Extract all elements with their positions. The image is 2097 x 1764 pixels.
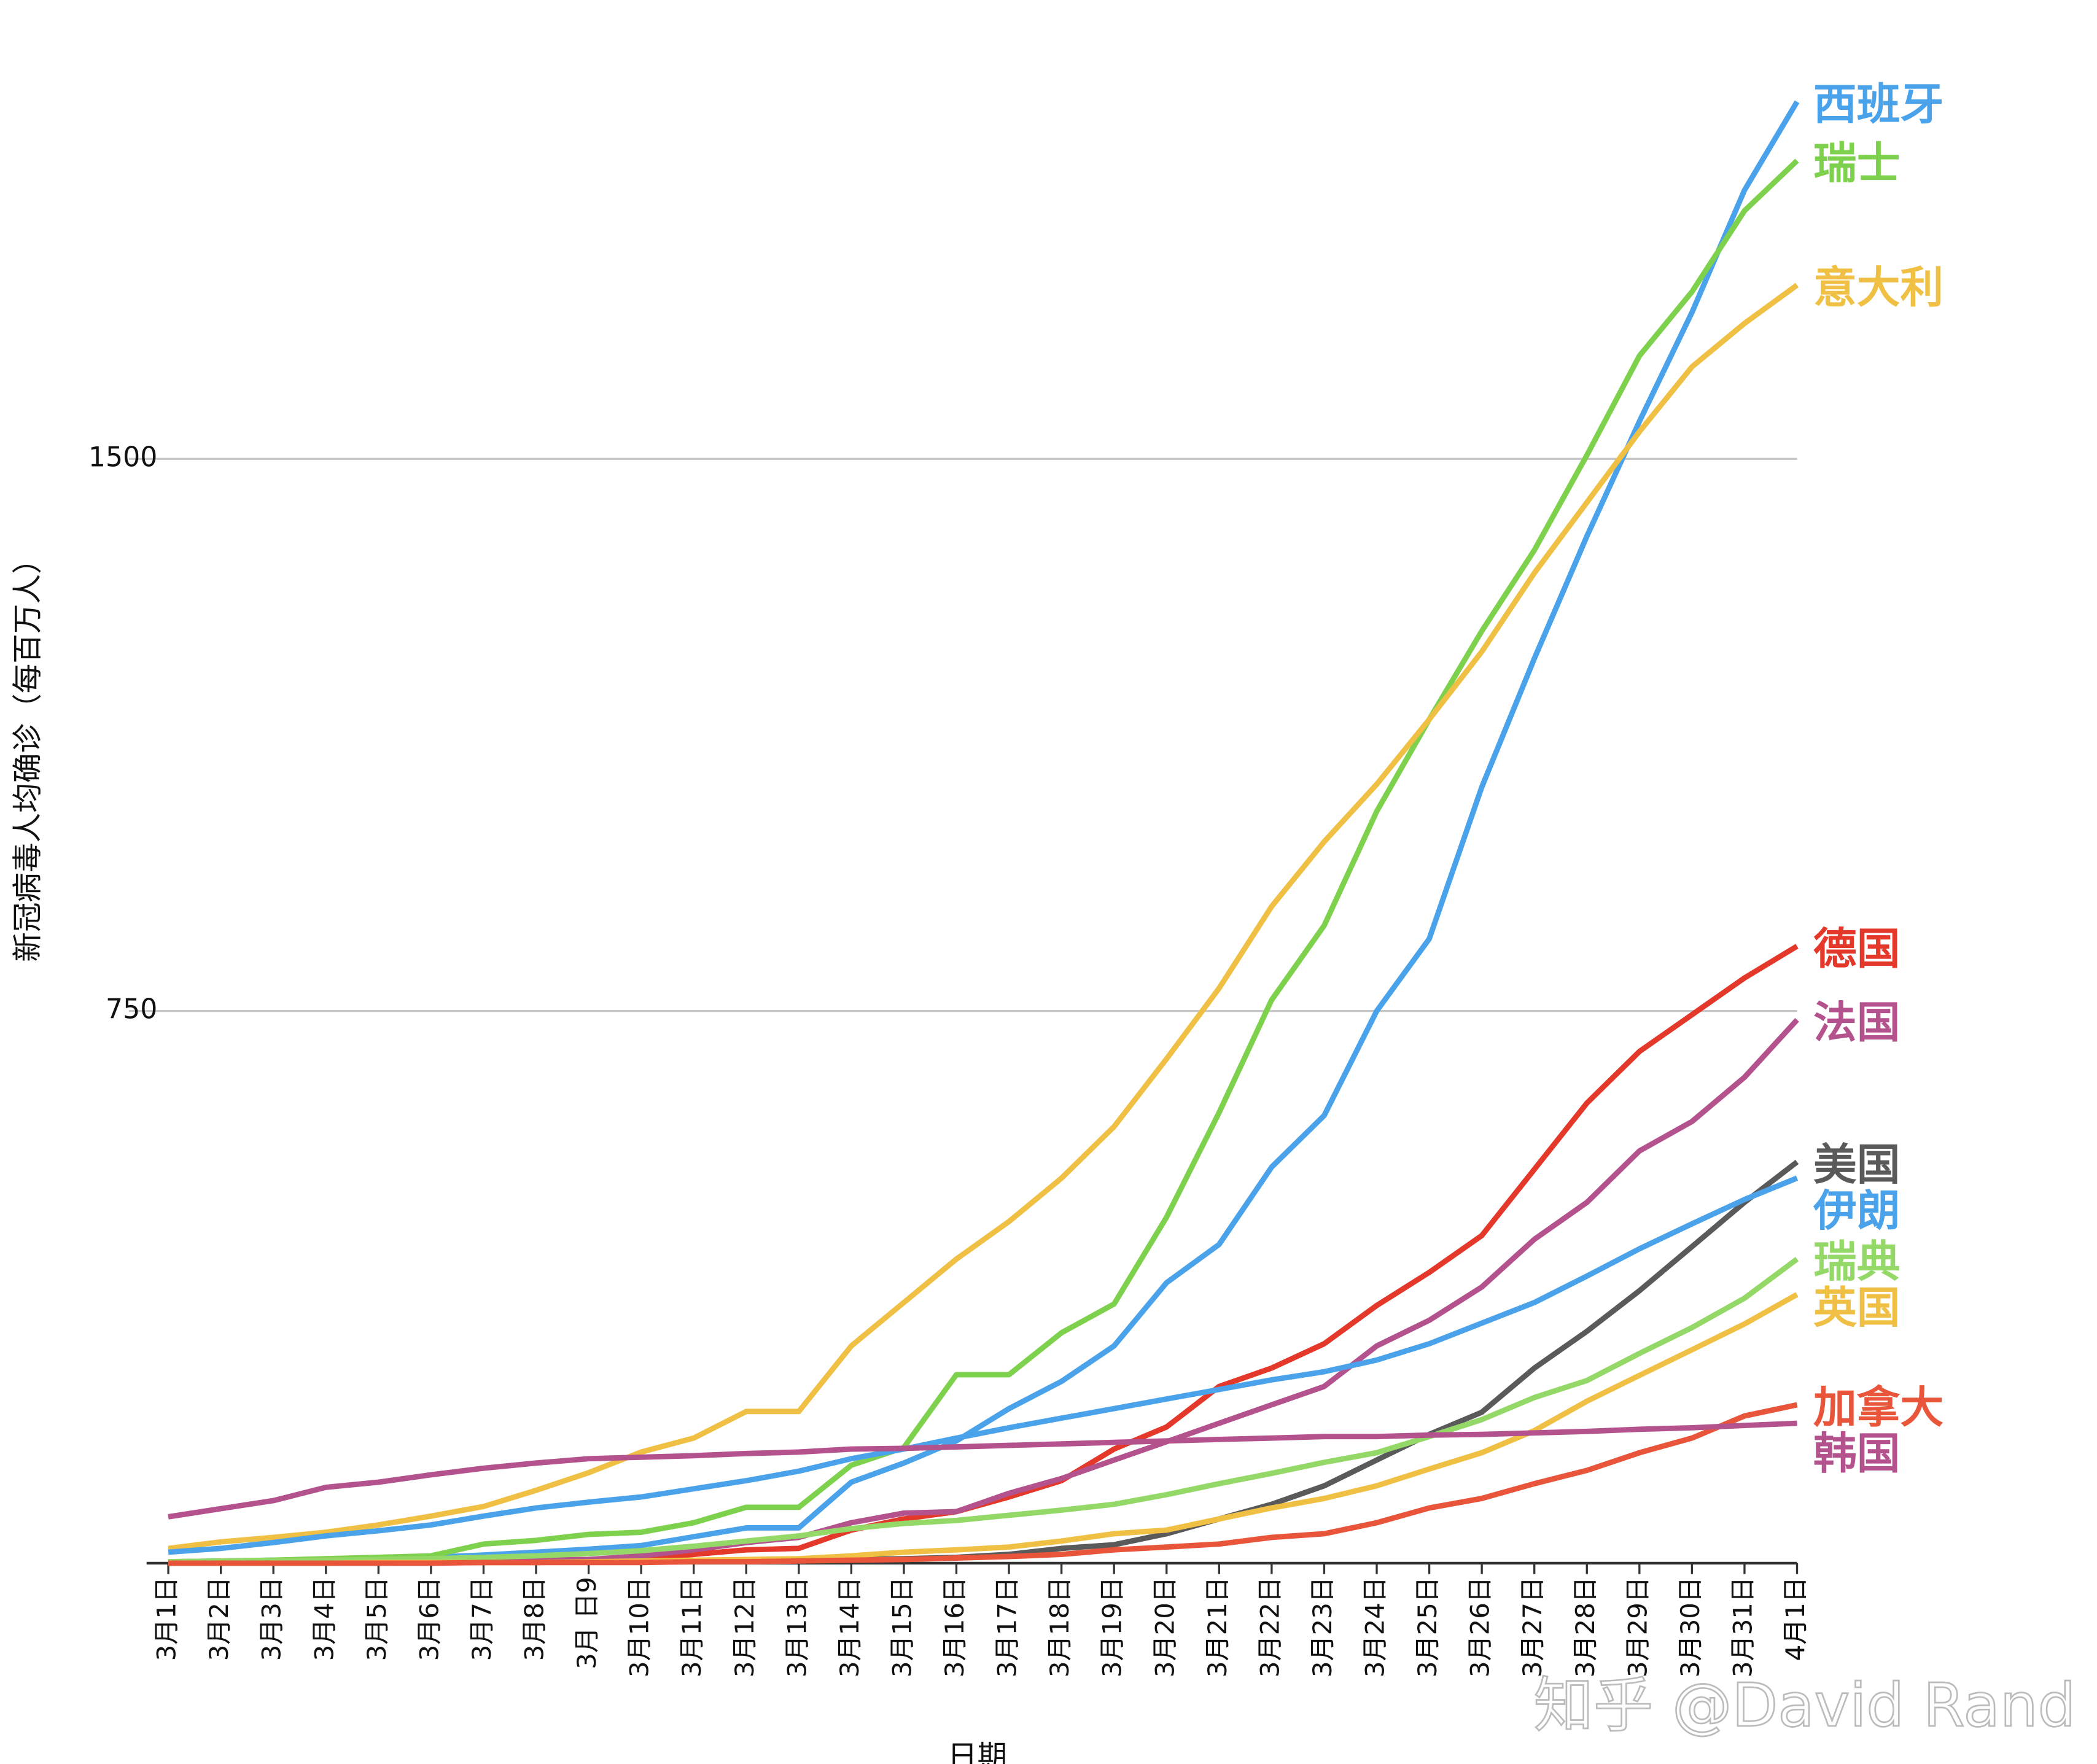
x-tick-label: 3月20日 [1150,1577,1180,1677]
x-tick-label: 3月27日 [1517,1577,1547,1677]
y-axis-label: 新冠病毒人均确诊（每百万人） [11,544,45,962]
series-line [168,282,1799,1552]
x-tick-label: 3月26日 [1465,1577,1495,1677]
x-tick-label: 3月 日9 [572,1577,602,1669]
series-label: 德国 [1813,923,1900,974]
x-tick-label: 3月1日 [152,1577,182,1661]
x-tick-label: 3月25日 [1412,1577,1442,1677]
x-tick-label: 3月13日 [782,1577,812,1677]
series-label: 英国 [1813,1282,1900,1333]
series-line [168,1402,1798,1566]
watermark: 知乎 @David Rand [1534,1671,2076,1740]
series-label: 瑞士 [1813,138,1900,188]
x-tick-label: 3月21日 [1202,1577,1232,1677]
series-label: 西班牙 [1813,79,1943,130]
x-tick-label: 3月12日 [729,1577,760,1677]
series-line [168,1175,1799,1555]
series-line [168,100,1800,1564]
x-tick-label: 3月31日 [1727,1577,1757,1677]
x-axis-label: 日期 [947,1739,1007,1764]
x-tick-label: 3月6日 [414,1577,444,1661]
x-tick-label: 3月18日 [1045,1577,1075,1677]
series-line [168,1257,1799,1564]
x-tick-label: 3月17日 [992,1577,1022,1677]
series-line [168,158,1799,1564]
series-line [168,1292,1799,1566]
x-tick-label: 3月5日 [362,1577,392,1661]
x-tick-label: 3月30日 [1675,1577,1705,1677]
series-label: 意大利 [1813,262,1943,313]
series-label: 美国 [1813,1139,1900,1190]
series-label: 伊朗 [1813,1185,1900,1236]
y-tick-label: 1500 [88,441,157,473]
x-tick-label: 3月15日 [887,1577,917,1677]
series-label: 法国 [1813,997,1900,1047]
y-tick-label: 750 [106,994,157,1025]
x-tick-label: 4月1日 [1780,1577,1810,1661]
x-tick-label: 3月23日 [1307,1577,1337,1677]
x-tick-label: 3月22日 [1255,1577,1285,1677]
x-tick-label: 3月8日 [519,1577,550,1661]
x-tick-label: 3月11日 [677,1577,707,1677]
x-tick-label: 3月29日 [1622,1577,1652,1677]
x-tick-label: 3月24日 [1360,1577,1390,1677]
series-line [168,944,1799,1566]
series-label: 韩国 [1813,1428,1900,1479]
x-tick-label: 3月10日 [624,1577,655,1677]
x-tick-label: 3月3日 [257,1577,287,1661]
x-tick-label: 3月28日 [1570,1577,1600,1677]
x-tick-label: 3月16日 [940,1577,970,1677]
x-tick-label: 3月4日 [309,1577,339,1661]
x-tick-label: 3月19日 [1097,1577,1127,1677]
x-tick-label: 3月2日 [204,1577,234,1661]
series-line [168,1420,1797,1520]
series-label: 加拿大 [1813,1381,1943,1432]
x-tick-label: 3月14日 [835,1577,865,1677]
series-label: 瑞典 [1813,1236,1900,1287]
x-tick-label: 3月7日 [467,1577,497,1661]
